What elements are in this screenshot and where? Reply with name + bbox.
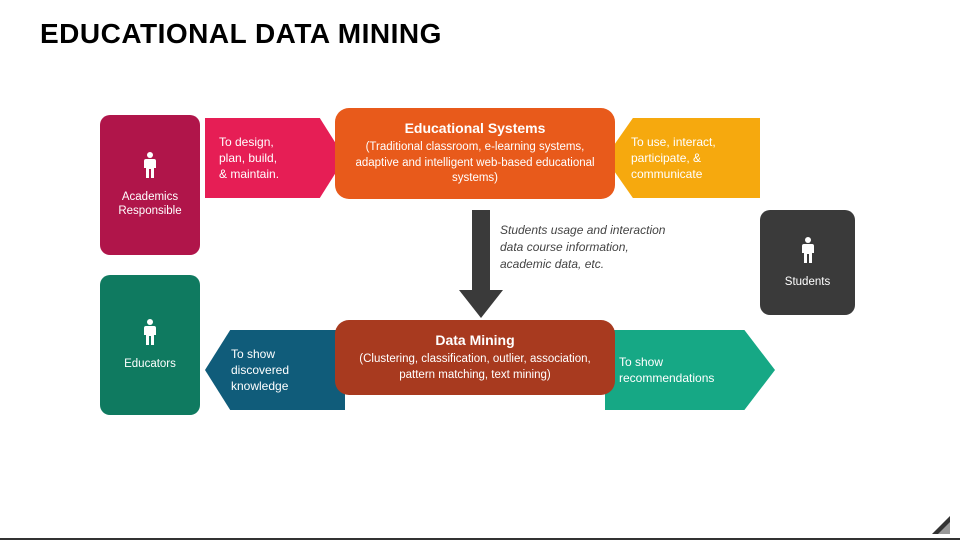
slide: EDUCATIONAL DATA MINING AcademicsRespons… — [0, 0, 960, 540]
role-educators: Educators — [100, 275, 200, 415]
person-icon — [141, 151, 159, 184]
role-academics-label: AcademicsResponsible — [118, 190, 181, 220]
center-dm-title: Data Mining — [353, 332, 597, 348]
arrow-use: To use, interact,participate, &communica… — [605, 118, 760, 198]
center-dm-desc: (Clustering, classification, outlier, as… — [353, 352, 597, 383]
arrow-design: To design,plan, build,& maintain. — [205, 118, 345, 198]
arrow-design-text: To design,plan, build,& maintain. — [219, 134, 279, 183]
center-educational-systems: Educational Systems (Traditional classro… — [335, 108, 615, 199]
center-data-mining: Data Mining (Clustering, classification,… — [335, 320, 615, 395]
arrow-use-text: To use, interact,participate, &communica… — [631, 134, 716, 183]
role-educators-label: Educators — [124, 357, 176, 372]
person-icon — [141, 318, 159, 351]
arrow-show: To showdiscoveredknowledge — [205, 330, 345, 410]
vertical-arrow — [459, 210, 503, 318]
arrow-recs: To showrecommendations — [605, 330, 775, 410]
arrow-caption: Students usage and interactiondata cours… — [500, 222, 665, 272]
center-edu-title: Educational Systems — [353, 120, 597, 136]
role-academics: AcademicsResponsible — [100, 115, 200, 255]
role-students: Students — [760, 210, 855, 315]
arrow-show-text: To showdiscoveredknowledge — [231, 346, 289, 395]
corner-fold-icon — [932, 516, 950, 534]
slide-title: EDUCATIONAL DATA MINING — [40, 18, 442, 50]
center-edu-desc: (Traditional classroom, e-learning syste… — [353, 140, 597, 187]
person-icon — [799, 236, 817, 269]
arrow-recs-text: To showrecommendations — [619, 354, 714, 386]
role-students-label: Students — [785, 275, 830, 290]
